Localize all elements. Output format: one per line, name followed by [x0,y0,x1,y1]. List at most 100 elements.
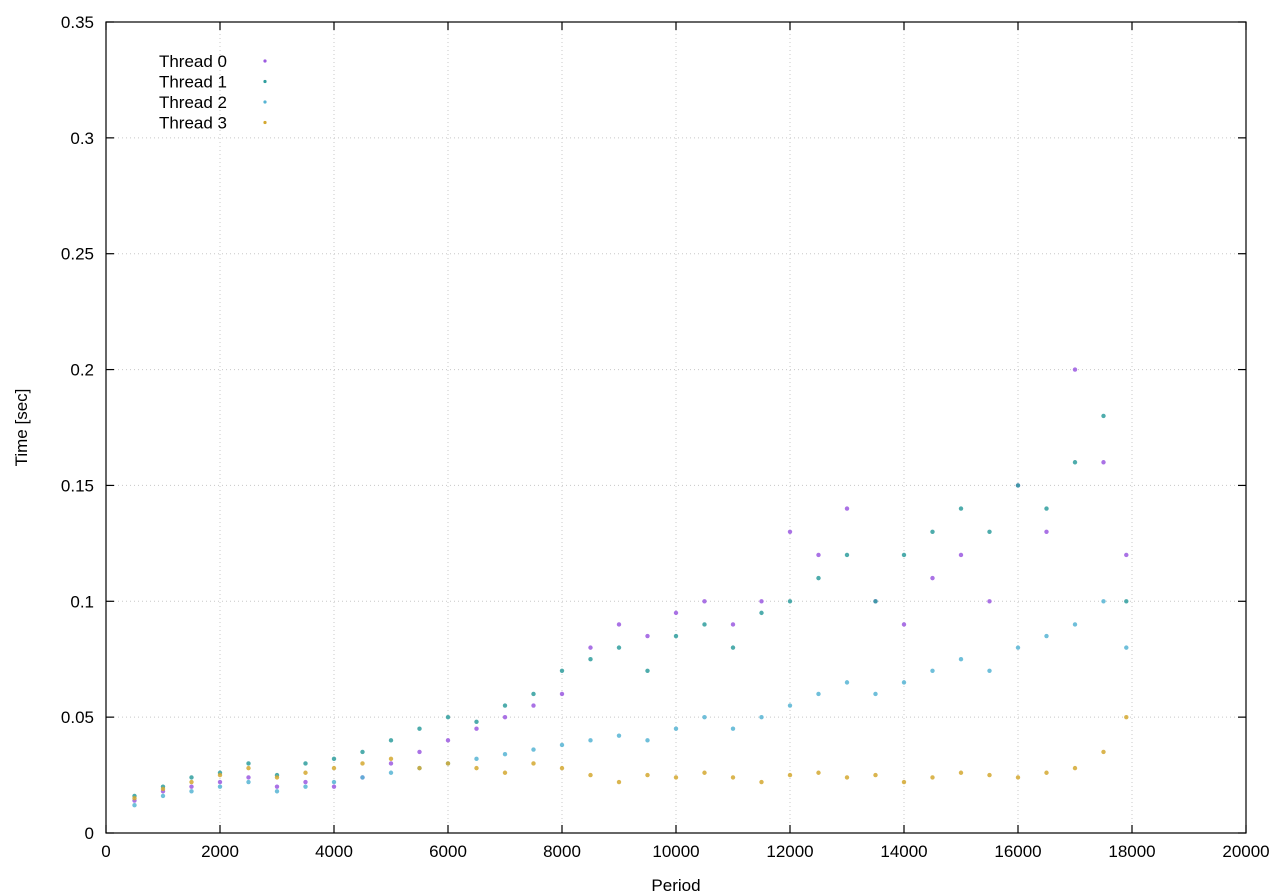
y-tick-labels: 0 0.05 0.1 0.15 0.2 0.25 0.3 0.35 [61,13,94,843]
data-point [474,719,479,724]
data-point [1044,770,1049,775]
data-point [1101,413,1106,419]
data-point [930,775,935,780]
legend-marker [263,59,267,63]
data-point [132,796,137,801]
data-point [1124,599,1129,604]
data-point [474,765,479,771]
data-point [132,802,137,808]
grid [106,22,1246,833]
data-point [388,761,394,766]
data-point [531,747,536,752]
data-point [673,775,679,780]
data-point [816,691,821,697]
data-point [1101,460,1106,465]
data-point [844,506,850,511]
x-tick-labels: 0 2000 4000 6000 8000 10000 12000 14000 16000 180… [101,842,1269,861]
y-tick-label: 0 [85,824,94,843]
data-point [987,772,992,778]
x-tick-label: 10000 [652,842,699,861]
data-point [246,779,251,785]
data-point [559,668,565,673]
data-point [189,779,194,785]
data-point [360,775,365,780]
data-point [331,784,337,789]
data-point [417,726,422,731]
data-point [730,775,736,780]
x-tick-label: 0 [101,842,110,861]
data-point [246,775,251,780]
data-point [588,772,593,778]
data-point [787,599,793,604]
data-point [160,786,166,792]
data-point [1124,552,1129,558]
legend-marker [263,79,267,84]
data-point [1044,529,1049,534]
data-point [274,784,280,789]
data-point [730,622,736,627]
data-point [388,756,394,762]
data-point [987,529,992,534]
data-point [160,793,166,799]
data-point [531,691,536,697]
data-point [1101,599,1106,604]
data-point [958,657,964,662]
data-point [274,789,280,794]
data-point [873,691,878,697]
data-point [189,775,194,780]
data-point [417,765,422,771]
data-point [246,761,251,766]
data-point [873,599,878,604]
data-point [1072,460,1078,465]
data-point [588,645,593,650]
data-point [901,622,907,627]
data-point [787,529,793,534]
data-point [958,770,964,775]
x-axis-title: Period [651,876,700,895]
data-point [331,779,337,785]
data-point [388,738,394,743]
series-0 [132,367,1129,803]
data-point [559,742,565,748]
data-point [844,680,850,685]
y-tick-label: 0.3 [70,129,94,148]
data-point [531,761,536,766]
x-tick-label: 14000 [880,842,927,861]
x-tick-label: 8000 [543,842,581,861]
data-point [730,645,736,650]
data-point [1072,367,1078,372]
data-point [645,668,650,673]
data-point [1015,775,1021,780]
x-tick-label: 18000 [1108,842,1155,861]
data-point [702,770,707,775]
y-tick-label: 0.25 [61,245,94,264]
data-point [388,770,394,775]
data-point [930,668,935,673]
y-axis-title: Time [sec] [12,389,31,467]
data-point [901,552,907,558]
data-point [559,765,565,771]
x-tick-label: 6000 [429,842,467,861]
data-point [360,749,365,755]
data-point [1044,506,1049,511]
data-point [987,599,992,604]
legend-label: Thread 1 [159,73,227,92]
data-point [1124,714,1129,720]
y-tick-label: 0.2 [70,361,94,380]
data-point [673,633,679,639]
data-point [816,552,821,558]
series-1 [132,413,1129,799]
data-point [759,714,764,720]
x-tick-label: 4000 [315,842,353,861]
x-tick-label: 12000 [766,842,813,861]
data-point [844,552,850,558]
data-point [702,599,707,604]
legend-marker [263,120,267,125]
data-point [1015,483,1021,488]
data-point [474,756,479,762]
data-point [787,772,793,778]
data-point [930,575,935,581]
data-point [844,775,850,780]
data-point [445,761,451,766]
